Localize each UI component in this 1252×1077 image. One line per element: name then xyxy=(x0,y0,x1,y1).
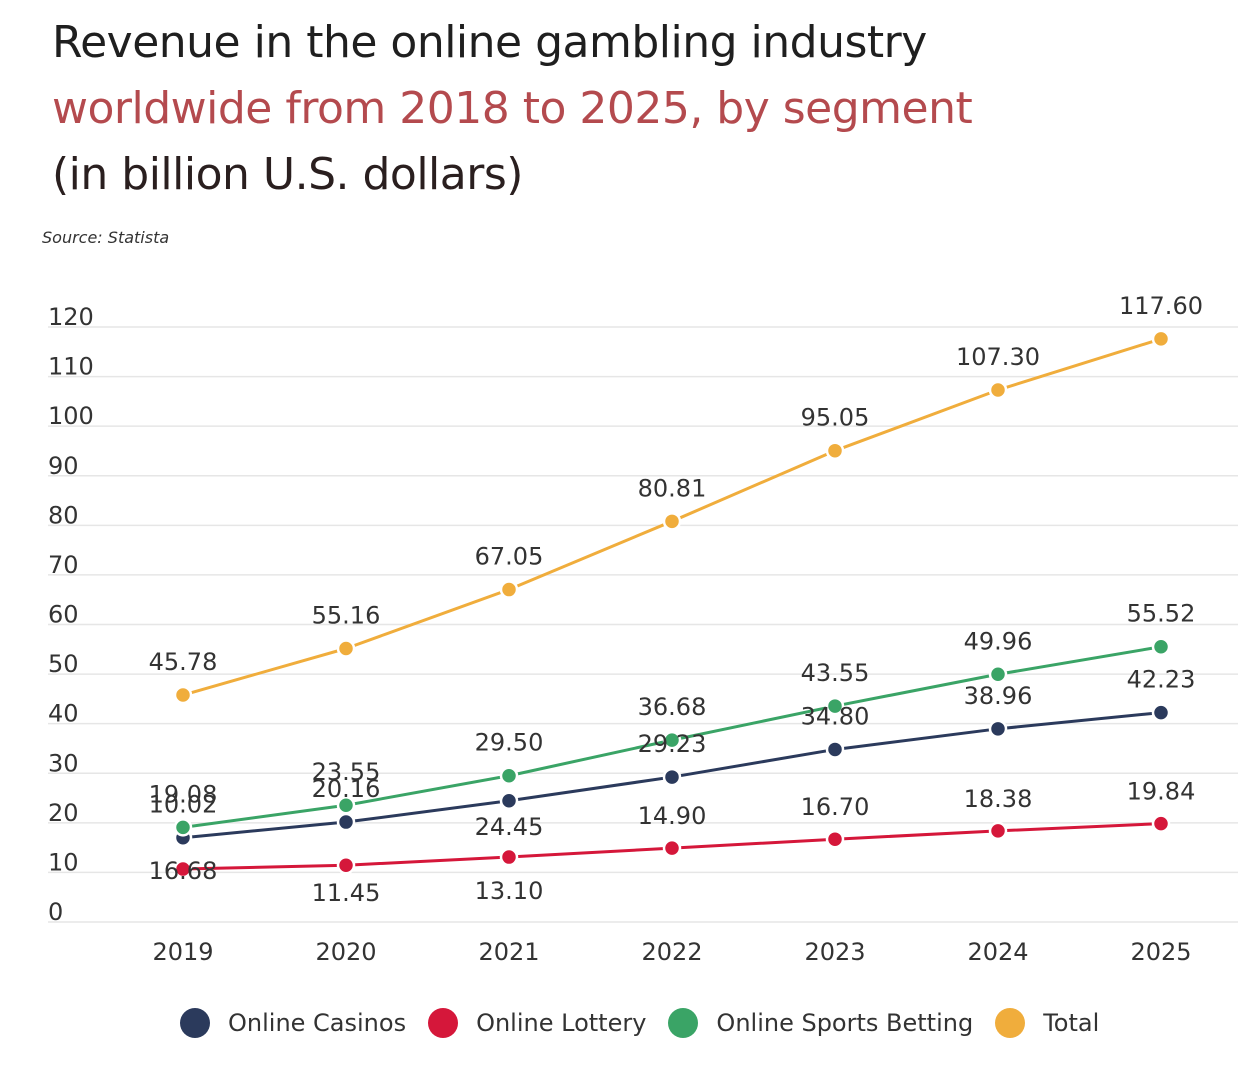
data-label-online-lottery-2022: 14.90 xyxy=(638,802,707,830)
y-tick-label-30: 30 xyxy=(48,749,79,777)
y-tick-label-60: 60 xyxy=(48,601,79,629)
y-tick-label-10: 10 xyxy=(48,848,79,876)
data-label-total-2020: 55.16 xyxy=(312,601,381,629)
point-online-lottery-2025 xyxy=(1151,814,1171,833)
title-line-2: worldwide from 2018 to 2025, by segment xyxy=(52,83,973,134)
legend-marker-total xyxy=(995,1008,1026,1038)
y-tick-label-20: 20 xyxy=(48,799,79,827)
point-total-2022 xyxy=(662,512,682,531)
source-note: Source: Statista xyxy=(42,228,170,247)
data-label-total-2024: 107.30 xyxy=(956,343,1040,371)
point-online-casinos-2025 xyxy=(1151,703,1171,722)
legend-marker-online-casinos xyxy=(180,1008,210,1038)
point-total-2023 xyxy=(825,441,845,460)
data-label-online-casinos-2021: 24.45 xyxy=(475,813,544,841)
data-label-online-sports-betting-2019: 19.08 xyxy=(149,780,218,808)
chart-legend: Online Casinos Online Lottery Online Sport… xyxy=(180,1008,1121,1038)
point-total-2019 xyxy=(173,685,193,705)
data-label-online-lottery-2023: 16.70 xyxy=(801,793,870,821)
x-tick-label-2019: 2019 xyxy=(152,938,213,966)
x-tick-label-2025: 2025 xyxy=(1130,938,1191,966)
y-tick-label-110: 110 xyxy=(48,353,94,381)
y-tick-label-70: 70 xyxy=(48,551,79,579)
point-online-lottery-2024 xyxy=(988,821,1008,841)
x-tick-label-2022: 2022 xyxy=(641,938,702,966)
point-online-casinos-2023 xyxy=(825,740,845,759)
point-online-lottery-2023 xyxy=(825,829,845,849)
data-label-online-lottery-2024: 18.38 xyxy=(964,785,1033,813)
line-chart: 0 10 20 30 40 50 60 70 80 90 100 110 120 2019 2020 2021… xyxy=(48,292,1238,966)
data-label-online-casinos-2023: 34.80 xyxy=(801,702,870,730)
legend-label-online-casinos: Online Casinos xyxy=(228,1009,407,1037)
point-online-lottery-2021 xyxy=(499,847,519,867)
data-label-online-sports-betting-2021: 29.50 xyxy=(475,729,544,757)
data-label-total-2021: 67.05 xyxy=(475,543,544,571)
data-label-online-sports-betting-2024: 49.96 xyxy=(964,627,1033,655)
point-online-sports-betting-2021 xyxy=(499,766,519,785)
x-tick-label-2023: 2023 xyxy=(804,938,865,966)
y-tick-label-90: 90 xyxy=(48,452,79,480)
data-label-total-2022: 80.81 xyxy=(638,474,707,502)
point-total-2024 xyxy=(988,380,1008,400)
y-tick-label-80: 80 xyxy=(48,501,79,529)
data-label-online-lottery-2021: 13.10 xyxy=(475,877,544,905)
y-tick-label-120: 120 xyxy=(48,303,94,331)
x-tick-label-2024: 2024 xyxy=(967,938,1028,966)
y-tick-label-0: 0 xyxy=(48,898,63,926)
point-online-sports-betting-2020 xyxy=(336,795,356,815)
chart-title: Revenue in the online gambling industry … xyxy=(52,10,973,208)
x-tick-label-2021: 2021 xyxy=(478,938,539,966)
data-label-total-2019: 45.78 xyxy=(149,648,218,676)
x-tick-label-2020: 2020 xyxy=(315,938,376,966)
title-line-1: Revenue in the online gambling industry xyxy=(52,17,927,68)
data-label-online-casinos-2025: 42.23 xyxy=(1127,666,1196,694)
data-label-total-2025: 117.60 xyxy=(1119,292,1203,320)
legend-item-online-lottery: Online Lottery xyxy=(428,1008,646,1038)
point-online-lottery-2022 xyxy=(662,838,682,858)
legend-label-online-sports-betting: Online Sports Betting xyxy=(716,1009,974,1037)
point-online-sports-betting-2022 xyxy=(662,730,682,750)
point-total-2021 xyxy=(499,580,519,599)
data-label-online-sports-betting-2023: 43.55 xyxy=(801,659,870,687)
point-online-lottery-2020 xyxy=(336,855,356,875)
data-label-online-lottery-2019: 16.68 xyxy=(149,857,218,885)
point-online-sports-betting-2019 xyxy=(173,818,193,837)
legend-item-online-sports-betting: Online Sports Betting xyxy=(668,1008,973,1038)
legend-marker-online-lottery xyxy=(428,1008,459,1038)
y-tick-label-100: 100 xyxy=(48,402,94,430)
point-online-casinos-2020 xyxy=(336,812,356,832)
y-tick-label-50: 50 xyxy=(48,650,79,678)
legend-label-total: Total xyxy=(1043,1009,1100,1037)
legend-label-online-lottery: Online Lottery xyxy=(476,1009,647,1037)
point-online-sports-betting-2023 xyxy=(825,696,845,716)
point-online-casinos-2021 xyxy=(499,791,519,811)
y-tick-label-40: 40 xyxy=(48,700,79,728)
data-label-online-lottery-2020: 11.45 xyxy=(312,879,381,907)
data-label-total-2023: 95.05 xyxy=(801,404,870,432)
point-online-casinos-2022 xyxy=(662,767,682,787)
legend-marker-online-sports-betting xyxy=(668,1008,699,1038)
point-online-lottery-2019 xyxy=(173,859,193,879)
legend-item-total: Total xyxy=(995,1008,1099,1038)
point-total-2020 xyxy=(336,639,356,658)
point-online-sports-betting-2025 xyxy=(1151,637,1171,656)
data-label-online-casinos-2019: 10.02 xyxy=(149,791,218,819)
point-total-2025 xyxy=(1151,329,1171,349)
data-label-online-lottery-2025: 19.84 xyxy=(1127,778,1196,806)
data-label-online-casinos-2020: 20.16 xyxy=(312,775,381,803)
point-online-sports-betting-2024 xyxy=(988,665,1008,684)
data-label-online-sports-betting-2022: 36.68 xyxy=(638,693,707,721)
data-label-online-sports-betting-2025: 55.52 xyxy=(1127,600,1196,628)
data-label-online-casinos-2022: 29.23 xyxy=(638,730,707,758)
data-label-online-casinos-2024: 38.96 xyxy=(964,682,1033,710)
point-online-casinos-2024 xyxy=(988,719,1008,739)
legend-item-online-casinos: Online Casinos xyxy=(180,1008,406,1038)
data-label-online-sports-betting-2020: 23.55 xyxy=(312,758,381,786)
title-line-3: (in billion U.S. dollars) xyxy=(52,149,523,200)
